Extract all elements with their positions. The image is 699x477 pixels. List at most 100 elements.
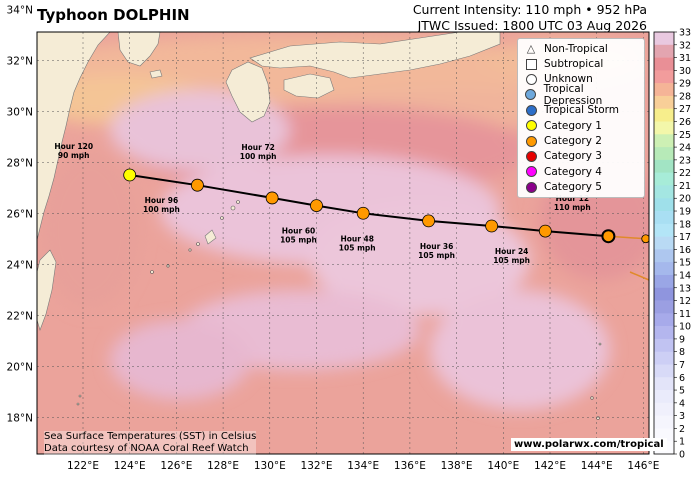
forecast-label: Hour 48 105 mph — [339, 234, 376, 252]
lat-label: 18°N — [7, 412, 33, 424]
lon-label: 142°E — [534, 460, 566, 472]
lat-label: 28°N — [7, 157, 33, 169]
colorbar-segment — [654, 313, 674, 327]
colorbar-segment — [654, 236, 674, 250]
legend-label: Category 5 — [544, 181, 602, 194]
lon-label: 124°E — [114, 460, 146, 472]
taiwan — [37, 249, 57, 331]
track-point — [356, 206, 370, 220]
colorbar-segment — [654, 338, 674, 352]
lon-label: 130°E — [254, 460, 286, 472]
colorbar-segment — [654, 300, 674, 314]
forecast-label: Hour 120 90 mph — [54, 142, 93, 160]
storm-info: Current Intensity: 110 mph • 952 hPa JTW… — [413, 2, 647, 34]
circle-icon — [518, 104, 544, 116]
circle-icon — [518, 73, 544, 85]
colorbar-segment — [654, 364, 674, 378]
colorbar-tick-label: 29 — [679, 79, 691, 90]
colorbar-segment — [654, 198, 674, 212]
track-point — [641, 234, 649, 244]
track-point — [485, 219, 499, 233]
colorbar-tick-label: 14 — [679, 270, 691, 281]
lon-label: 126°E — [160, 460, 192, 472]
track-point — [123, 168, 137, 182]
credit-line-2: Data courtesy of NOAA Coral Reef Watch — [44, 443, 249, 454]
colorbar-tick-label: 15 — [679, 258, 691, 269]
legend-item: Category 5 — [518, 180, 644, 195]
lon-label: 140°E — [487, 460, 519, 472]
lat-label: 20°N — [7, 361, 33, 373]
legend-label: Subtropical — [544, 58, 604, 71]
past-track — [629, 271, 649, 281]
colorbar-tick-label: 2 — [679, 424, 685, 435]
current-intensity: Current Intensity: 110 mph • 952 hPa — [412, 2, 647, 17]
circle-icon — [518, 89, 544, 101]
colorbar-tick-label: 21 — [679, 181, 691, 192]
forecast-track: Hour 12 110 mph Hour 24 105 mph Hour 36 105 m… — [54, 142, 649, 265]
colorbar-tick-label: 23 — [679, 155, 691, 166]
lon-label: 136°E — [394, 460, 426, 472]
colorbar-segment — [654, 415, 674, 429]
track-point — [538, 224, 552, 238]
colorbar-segment — [654, 108, 674, 122]
lat-label: 34°N — [7, 4, 33, 16]
current-position-marker — [601, 229, 616, 244]
colorbar-tick-label: 25 — [679, 130, 691, 141]
colorbar-tick-label: 17 — [679, 232, 691, 243]
colorbar-tick-label: 8 — [679, 347, 685, 358]
colorbar-tick-label: 10 — [679, 322, 691, 333]
colorbar-segment — [654, 83, 674, 97]
data-credit: Sea Surface Temperatures (SST) in Celsiu… — [44, 431, 257, 455]
legend-item: Unknown — [518, 72, 644, 87]
colorbar-segment — [654, 223, 674, 237]
kyushu — [225, 61, 271, 123]
colorbar-segment — [654, 274, 674, 289]
colorbar-segment — [654, 32, 674, 46]
colorbar-tick-label: 9 — [679, 334, 685, 345]
legend-label: Tropical Depression — [543, 82, 603, 107]
colorbar-tick-label: 24 — [679, 143, 691, 154]
sst-colorbar: 3332313029282726252423222120191817161514… — [653, 28, 691, 461]
track-point — [191, 178, 204, 192]
legend-label: Category 1 — [544, 119, 602, 132]
forecast-label: Hour 96 100 mph — [143, 196, 180, 214]
korea — [117, 32, 161, 67]
colorbar-segment — [654, 172, 674, 186]
track-point — [265, 191, 279, 205]
circle-icon — [518, 181, 544, 193]
lat-label: 22°N — [7, 310, 33, 322]
track-point — [422, 214, 435, 228]
legend-label: Non-Tropical — [544, 42, 608, 55]
colorbar-segment — [654, 211, 674, 225]
legend-label: Category 4 — [544, 165, 602, 178]
circle-icon — [518, 135, 544, 147]
legend-item: Tropical Storm — [518, 103, 644, 118]
legend-label: Category 3 — [544, 150, 602, 163]
lon-label: 138°E — [441, 460, 473, 472]
circle-icon — [518, 166, 544, 178]
colorbar-segment — [654, 287, 674, 301]
website-link[interactable]: www.polarwx.com/tropical — [511, 438, 667, 451]
colorbar-segment — [654, 121, 674, 135]
colorbar-segment — [654, 95, 674, 110]
colorbar-tick-label: 3 — [679, 411, 685, 422]
colorbar-segment — [654, 390, 674, 404]
colorbar-tick-label: 32 — [679, 40, 691, 51]
map-area: Hour 12 110 mph Hour 24 105 mph Hour 36 105 m… — [37, 32, 649, 454]
lat-label: 32°N — [7, 55, 33, 67]
colorbar-segment — [654, 262, 674, 276]
colorbar-tick-label: 22 — [679, 168, 691, 179]
colorbar-tick-label: 18 — [679, 219, 691, 230]
credit-line-1: Sea Surface Temperatures (SST) in Celsiu… — [44, 431, 257, 442]
legend-label: Category 2 — [544, 135, 602, 148]
colorbar-tick-label: 4 — [679, 398, 685, 409]
square-icon — [518, 58, 544, 70]
colorbar-tick-label: 28 — [679, 91, 691, 102]
sst-field — [37, 35, 649, 410]
track-point — [310, 199, 323, 213]
colorbar-tick-label: 26 — [679, 117, 691, 128]
colorbar-tick-label: 20 — [679, 194, 691, 205]
colorbar-tick-label: 30 — [679, 66, 691, 77]
colorbar-tick-label: 31 — [679, 53, 691, 64]
colorbar-tick-label: 1 — [679, 437, 685, 448]
